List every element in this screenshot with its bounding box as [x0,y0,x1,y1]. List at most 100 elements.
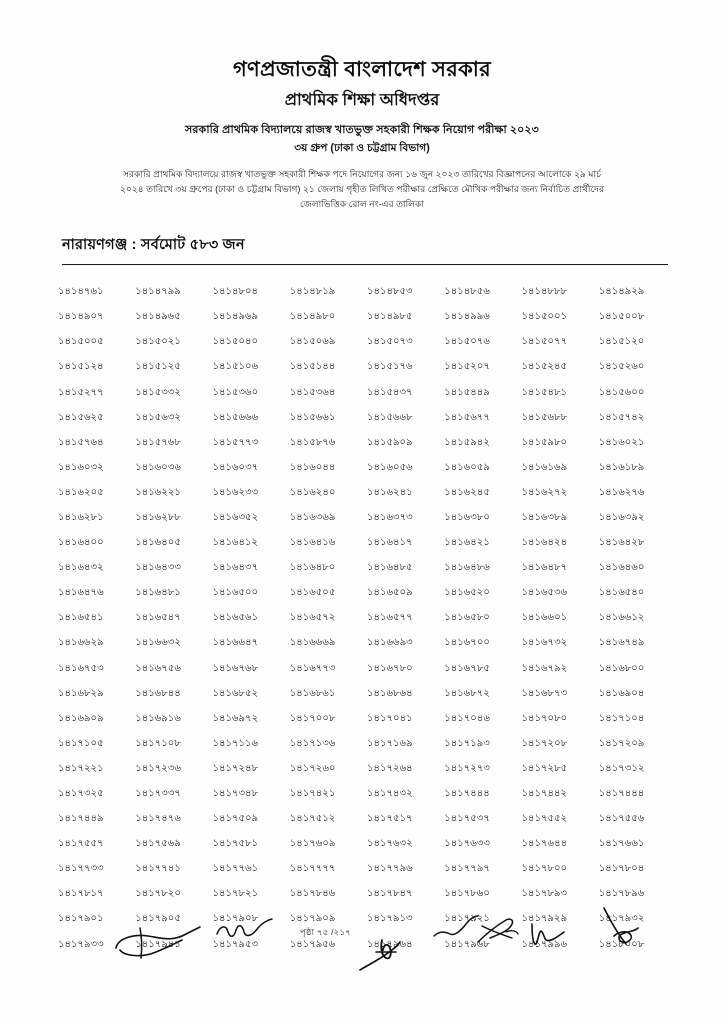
roll-number: ১৪১৬৯৭২ [212,712,259,724]
roll-number: ১৪১৭৫৫২ [521,813,568,825]
roll-number: ১৪১৫১২৪ [58,361,104,373]
roll-number: ১৪১৭৫৮১ [212,838,259,850]
roll-number: ১৪১৭৫৫৭ [58,838,104,850]
roll-number: ১৪১৭৪৭৬ [135,813,181,825]
roll-number: ১৪১৬২৭৬ [598,486,645,498]
roll-number: ১৪১৬৬০১ [521,612,568,624]
horizontal-rule [62,264,668,266]
roll-number: ১৪১৬১৬৯ [521,461,568,473]
roll-number: ১৪১৭৯০৯ [289,913,336,925]
roll-number: ১৪১৫০৪০ [212,336,259,348]
roll-number: ১৪১৫২৭৭ [58,386,104,398]
roll-number: ১৪১৭৩২৫ [58,788,104,800]
roll-number: ১৪১৫৬৬৮ [367,411,413,423]
roll-number: ১৪১৬৪৮৭ [521,562,568,574]
roll-number: ১৪১৬৪১৬ [289,537,336,549]
roll-number: ১৪১৭০৪১ [367,712,413,724]
notice-line-3: জেলাভিত্তিক রোল নং-এর তালিকা [300,199,424,210]
roll-number: ১৪১৭৫৩৭ [444,813,490,825]
roll-number: ১৪১৬০৫৯ [444,461,490,473]
signature-3 [356,936,422,976]
roll-number: ১৪১৬৩৮৯ [521,511,568,523]
roll-number: ১৪১৬৮০০ [598,662,645,674]
roll-number: ১৪১৭৮১৭ [58,888,104,900]
roll-number: ১৪১৭৯৬৪ [367,938,413,950]
roll-number: ১৪১৭১৯৩ [444,737,490,749]
roll-number: ১৪১৭১৬৯ [367,737,413,749]
roll-number: ১৪১৪৯৬৫ [135,311,181,323]
roll-number: ১৪১৫৬৩২ [135,411,181,423]
page-number: পৃষ্ঠা ৭৫ /২১৭ [300,927,352,937]
roll-number: ১৪১৬৮৭২ [444,687,490,699]
roll-number: ১৪১৭৮২০ [135,888,181,900]
roll-number: ১৪১৬৩৯২ [598,511,645,523]
roll-number: ১৪১৬১৮৯ [598,461,645,473]
roll-number: ১৪১৬৬৪৭ [212,637,259,649]
roll-number: ১৪১৬৬৬৯ [289,637,336,649]
roll-number: ১৪১৪৯৮০ [289,311,336,323]
district-heading-block: নারায়ণগঞ্জ : সর্বমোট ৫৮৩ জন [0,234,724,266]
roll-number: ১৪১৫৭৬৮ [135,436,181,448]
roll-number: ১৪১৪৮০৪ [212,286,259,298]
notice-line-1: সরকারি প্রাথমিক বিদ্যালয়ে রাজস্ব খাতভুক… [122,169,602,180]
roll-number: ১৪১৬৯০৯ [58,712,104,724]
roll-number: ১৪১৭৭৯৬ [367,863,413,875]
roll-number: ১৪১৭৬৪৪ [521,838,568,850]
roll-number: ১৪১৬৪২৪ [521,537,568,549]
roll-number: ১৪১৭০৪৬ [444,712,490,724]
roll-number: ১৪১৪৮৮৮ [521,286,568,298]
roll-number: ১৪১৬৭৫৬ [135,662,181,674]
roll-number: ১৪১৬০৫৬ [367,461,413,473]
roll-number: ১৪১৪৯৬৯ [212,311,259,323]
roll-number: ১৪১৬২৪৫ [444,486,490,498]
roll-number: ১৪১৭৬৬১ [598,838,645,850]
exam-title-line: সরকারি প্রাথমিক বিদ্যালয়ে রাজস্ব খাতভুক… [185,123,539,136]
roll-number: ১৪১৫২০৭ [444,361,490,373]
roll-number: ১৪১৬৪৩৭ [212,562,259,574]
roll-number: ১৪১৭৪৪৪ [598,788,645,800]
roll-number: ১৪১৬৭৪৯ [598,637,645,649]
roll-number: ১৪১৬৬৩২ [135,637,181,649]
roll-number: ১৪১৭৮৪৭ [367,888,413,900]
signature-6 [528,920,568,950]
roll-number: ১৪১৬৫৭৭ [367,612,413,624]
roll-number: ১৪১৪৯৯৬ [444,311,490,323]
roll-number: ১৪১৭২৩৬ [135,762,181,774]
roll-number: ১৪১৪৯৮৫ [367,311,413,323]
roll-number: ১৪১৭২০৯ [598,737,645,749]
roll-number: ১৪১৬৪২৮ [598,537,645,549]
roll-number: ১৪১৭১৩৬ [289,737,336,749]
roll-number: ১৪১৭৬০৯ [289,838,336,850]
roll-number: ১৪১৭২৮৫ [521,762,568,774]
roll-number: ১৪১৫২৬০ [598,361,645,373]
roll-number: ১৪১৪৮৫৩ [367,286,413,298]
roll-number: ১৪১৬৫৪১ [58,612,104,624]
roll-number: ১৪১৬৬১২ [598,612,645,624]
roll-number: ১৪১৬৮৫২ [212,687,259,699]
roll-number: ১৪১৬৪৮৫ [367,562,413,574]
roll-number: ১৪১৫২৪৫ [521,361,568,373]
roll-number: ১৪১৭৫৫৬ [598,813,645,825]
roll-number: ১৪১৬০৩৭ [212,461,259,473]
roll-number: ১৪১৬৯১৬ [135,712,181,724]
signature-7 [600,906,646,954]
roll-number: ১৪১৭৯১৩ [367,913,413,925]
roll-number: ১৪১৭৪৩২ [367,788,413,800]
roll-number: ১৪১৬৮২৯ [58,687,104,699]
roll-number: ১৪১৫০৭৬ [444,336,490,348]
roll-number: ১৪১৭৮২১ [212,888,259,900]
roll-number: ১৪১৭৩৪৮ [212,788,259,800]
roll-number: ১৪১৫০৭৩ [367,336,413,348]
roll-number: ১৪১৬৫৬১ [212,612,259,624]
roll-number: ১৪১৬৩৬৯ [289,511,336,523]
roll-number: ১৪১৭৮০০ [521,863,568,875]
roll-number: ১৪১৭৮৬০ [444,888,490,900]
signature-2 [214,916,274,946]
roll-number: ১৪১৭৬৩৩ [444,838,490,850]
roll-number: ১৪১৭৯৪১ [135,938,181,950]
roll-number: ১৪১৫৭৪২ [598,411,645,423]
roll-number: ১৪১৬৪৩৩ [135,562,181,574]
roll-number: ১৪১৭৯৯৬ [521,938,568,950]
roll-number: ১৪১৪৯০৭ [58,311,104,323]
